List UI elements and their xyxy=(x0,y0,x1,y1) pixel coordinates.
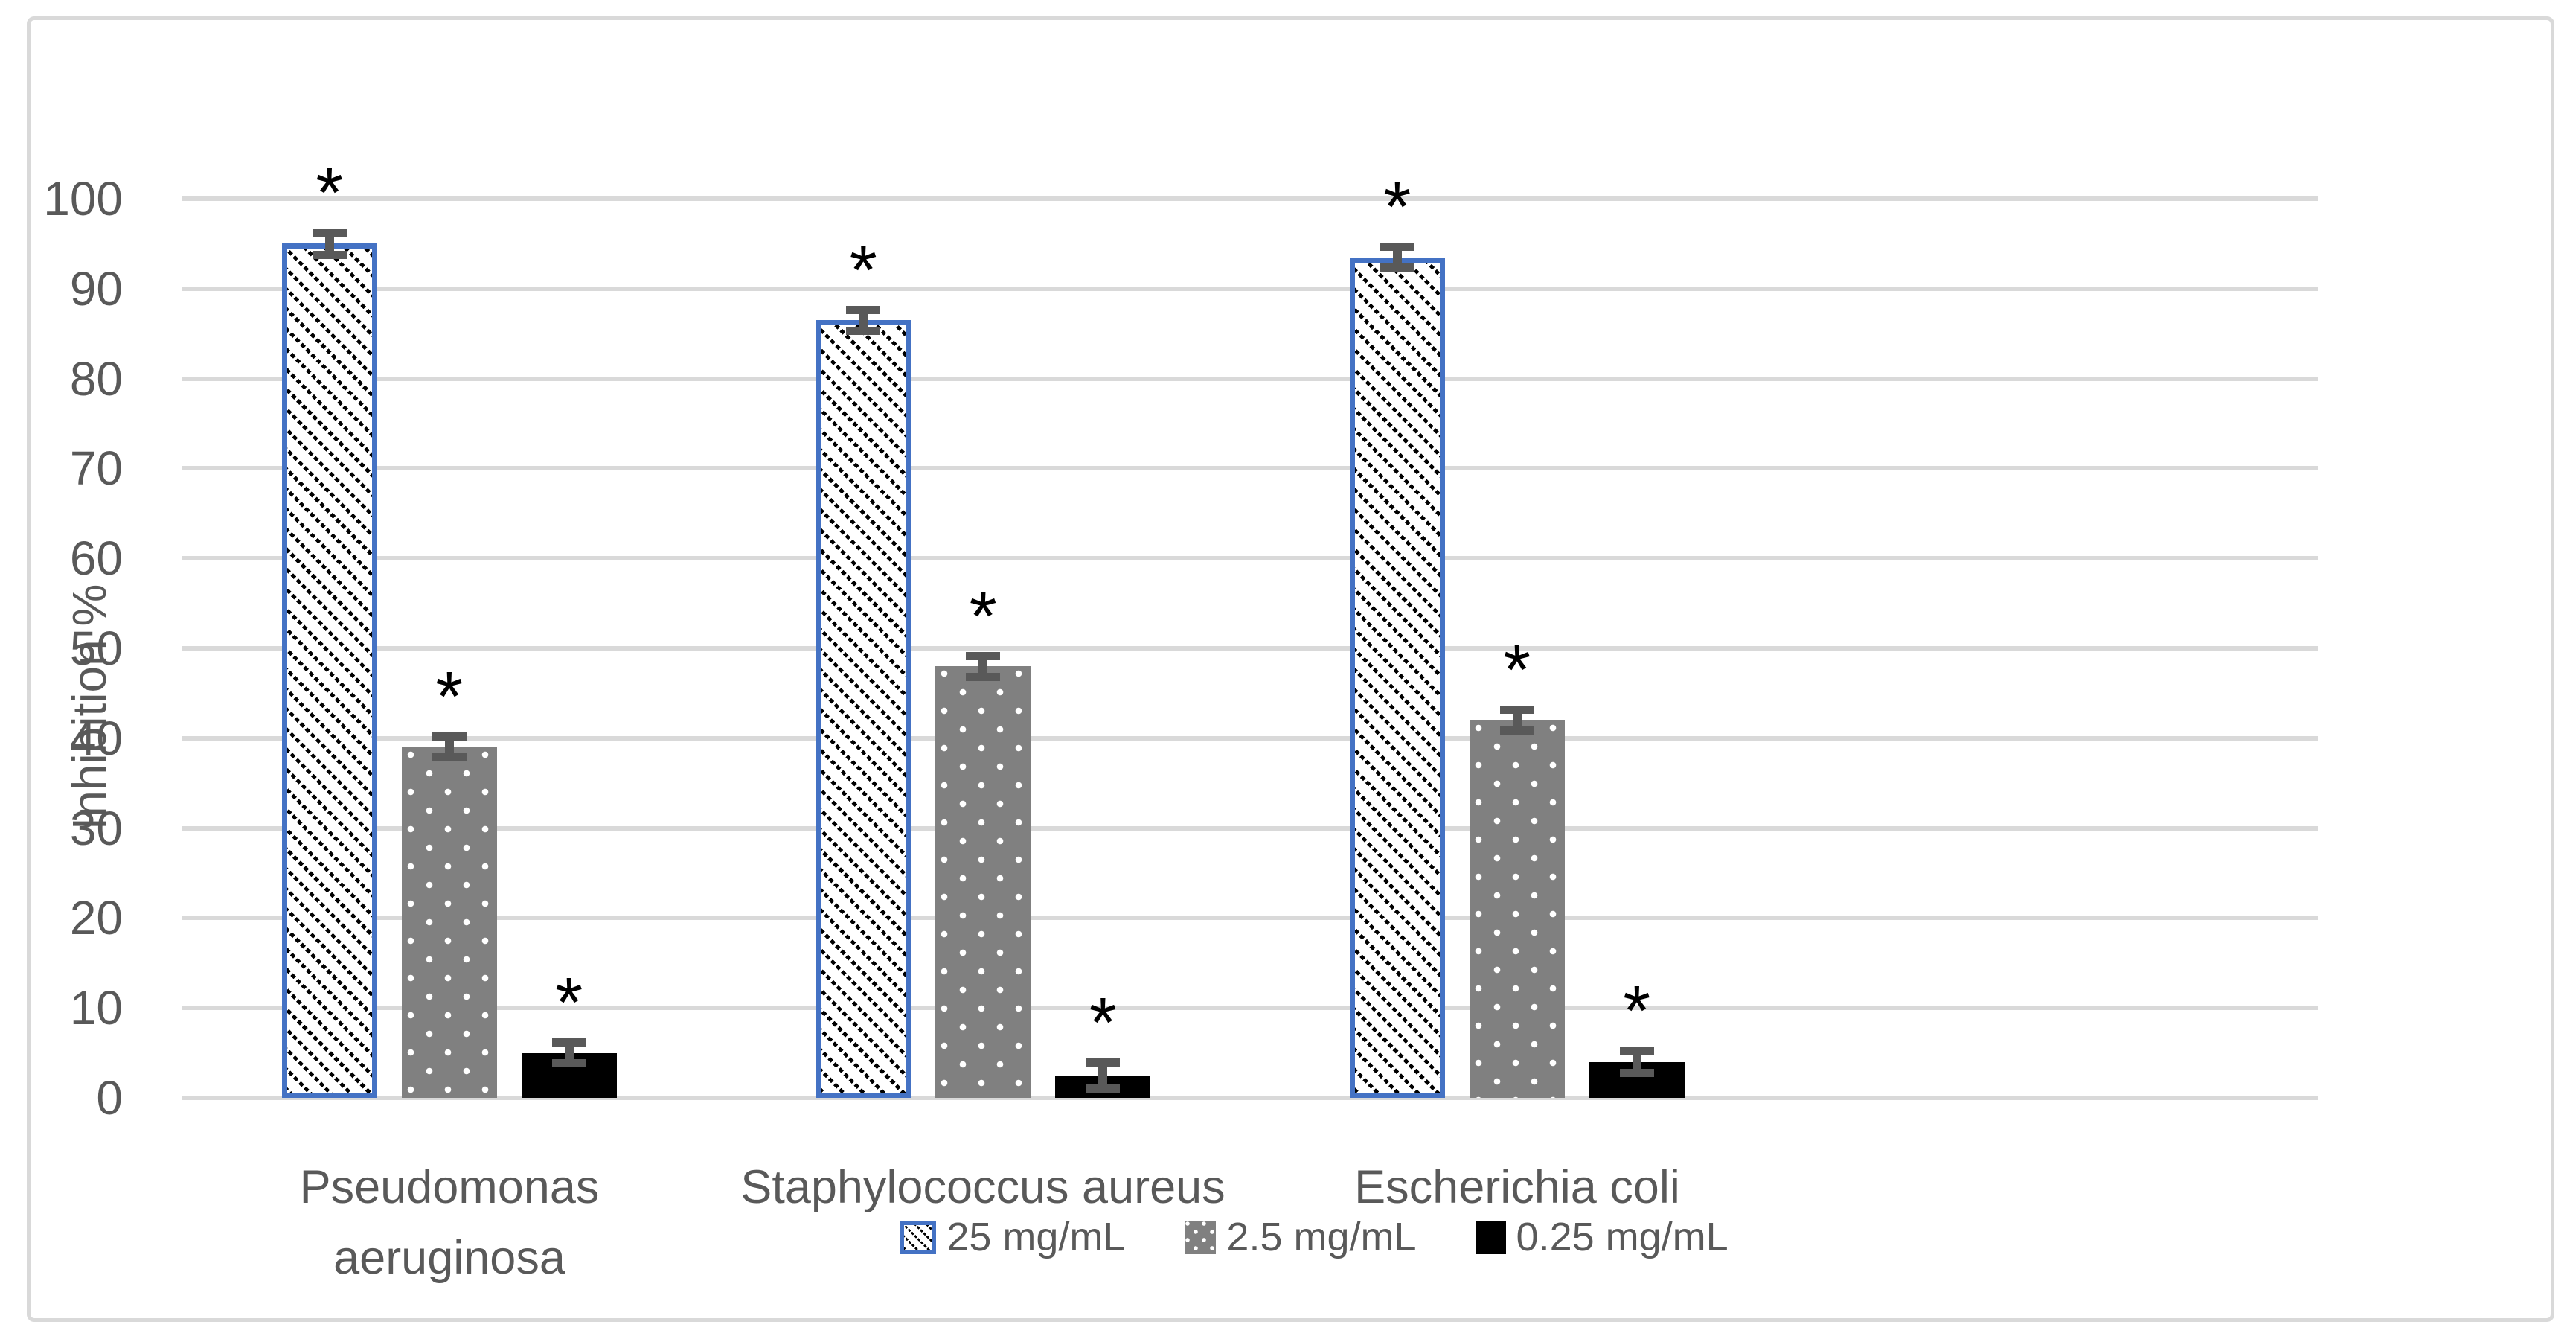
significance-asterisk: * xyxy=(555,963,583,1043)
gridline xyxy=(182,825,2318,831)
y-axis-tick-label: 10 xyxy=(69,981,123,1035)
error-bar-bottom-cap xyxy=(432,753,467,762)
legend-swatch-hatched-icon xyxy=(900,1220,937,1254)
significance-asterisk: * xyxy=(1383,167,1412,247)
legend-item-0-25mgml: 0.25 mg/mL xyxy=(1476,1215,1728,1259)
legend-label: 0.25 mg/mL xyxy=(1516,1215,1728,1259)
bar-25-mg-ml xyxy=(1349,257,1445,1098)
error-bar-bottom-cap xyxy=(1086,1084,1121,1093)
y-axis-tick-label: 50 xyxy=(69,622,123,675)
gridline xyxy=(182,556,2318,561)
bar-25-mg-ml xyxy=(816,320,911,1098)
gridline xyxy=(182,916,2318,921)
error-bar-bottom-cap xyxy=(551,1059,586,1068)
category-label-staphylococcus-aureus: Staphylococcus aureus xyxy=(740,1161,1225,1213)
error-bar xyxy=(1512,709,1522,732)
significance-asterisk: * xyxy=(849,230,877,310)
error-bar-bottom-cap xyxy=(1380,263,1414,272)
significance-asterisk: * xyxy=(1623,971,1651,1050)
significance-asterisk: * xyxy=(969,576,997,656)
error-bar xyxy=(859,309,868,331)
error-bar xyxy=(324,231,334,256)
legend: 25 mg/mL 2.5 mg/mL 0.25 mg/mL xyxy=(0,1215,2576,1259)
y-axis-tick-label: 100 xyxy=(43,172,123,226)
gridline xyxy=(182,735,2318,741)
significance-asterisk: * xyxy=(1089,982,1117,1062)
bar-2-5-mg-ml xyxy=(401,747,497,1098)
legend-label: 2.5 mg/mL xyxy=(1226,1215,1417,1259)
bar-2-5-mg-ml xyxy=(1469,720,1565,1098)
error-bar xyxy=(1098,1061,1108,1089)
bar-2-5-mg-ml xyxy=(935,666,1031,1098)
error-bar-top-cap xyxy=(432,732,467,741)
legend-swatch-black-icon xyxy=(1476,1220,1506,1254)
category-label-escherichia-coli: Escherichia coli xyxy=(1354,1161,1680,1213)
chart-border-frame xyxy=(27,16,2554,1322)
y-axis-tick-label: 0 xyxy=(96,1071,123,1125)
error-bar-bottom-cap xyxy=(846,326,881,335)
gridline xyxy=(182,196,2318,201)
gridline xyxy=(182,376,2318,381)
y-axis-tick-label: 70 xyxy=(69,441,123,496)
gridline xyxy=(182,1006,2318,1011)
error-bar xyxy=(1392,246,1402,268)
error-bar-top-cap xyxy=(1499,706,1534,715)
error-bar-top-cap xyxy=(1619,1046,1654,1055)
error-bar-top-cap xyxy=(1086,1058,1121,1067)
legend-label: 25 mg/mL xyxy=(946,1215,1126,1259)
gridline xyxy=(182,646,2318,651)
significance-asterisk: * xyxy=(315,153,344,232)
y-axis-tick-label: 20 xyxy=(69,891,123,945)
error-bar-bottom-cap xyxy=(1619,1069,1654,1078)
error-bar xyxy=(978,655,988,677)
legend-swatch-dotted-icon xyxy=(1185,1220,1217,1254)
y-axis-tick-label: 40 xyxy=(69,711,123,765)
error-bar-top-cap xyxy=(551,1038,586,1047)
y-axis-tick-label: 80 xyxy=(69,351,123,406)
bar-25-mg-ml xyxy=(281,243,377,1098)
error-bar xyxy=(444,736,454,758)
error-bar-bottom-cap xyxy=(966,672,1001,681)
error-bar-bottom-cap xyxy=(312,251,347,260)
significance-asterisk: * xyxy=(435,657,464,737)
error-bar-top-cap xyxy=(1380,243,1414,252)
legend-item-2-5mgml: 2.5 mg/mL xyxy=(1185,1215,1417,1259)
y-axis-tick-label: 60 xyxy=(69,531,123,586)
gridline xyxy=(182,286,2318,291)
error-bar-top-cap xyxy=(846,305,881,314)
y-axis-tick-label: 90 xyxy=(69,261,123,316)
gridline xyxy=(182,1096,2318,1100)
category-label-pseudomonas-aeruginosa: Pseudomonas aeruginosa xyxy=(299,1161,600,1284)
error-bar-top-cap xyxy=(312,228,347,237)
error-bar xyxy=(564,1042,574,1064)
error-bar-top-cap xyxy=(966,651,1001,660)
legend-item-25mgml: 25 mg/mL xyxy=(900,1215,1126,1259)
significance-asterisk: * xyxy=(1503,630,1531,710)
error-bar xyxy=(1632,1049,1641,1074)
gridline xyxy=(182,466,2318,471)
error-bar-bottom-cap xyxy=(1499,726,1534,735)
y-axis-tick-label: 30 xyxy=(69,801,123,855)
